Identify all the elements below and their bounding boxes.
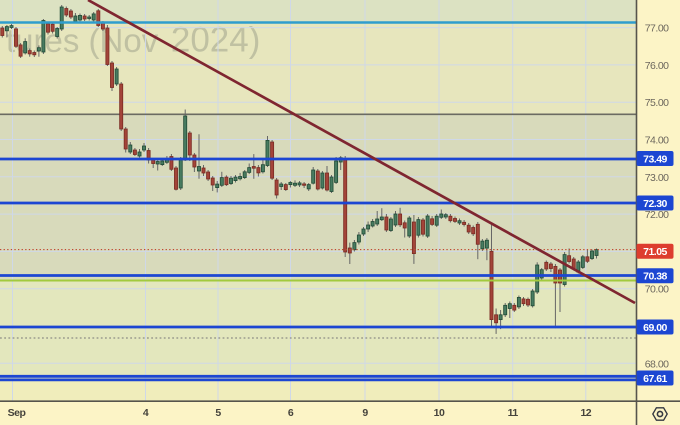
svg-text:68.00: 68.00 xyxy=(645,358,669,370)
svg-text:9: 9 xyxy=(362,407,368,419)
svg-text:70.00: 70.00 xyxy=(645,284,669,296)
svg-text:10: 10 xyxy=(434,407,445,419)
svg-text:70.38: 70.38 xyxy=(643,271,667,283)
svg-text:69.00: 69.00 xyxy=(643,322,667,334)
svg-text:71.05: 71.05 xyxy=(643,246,667,258)
svg-text:77.00: 77.00 xyxy=(645,23,669,35)
svg-text:67.61: 67.61 xyxy=(643,373,667,385)
svg-text:75.00: 75.00 xyxy=(645,97,669,109)
svg-text:12: 12 xyxy=(580,407,591,419)
svg-text:11: 11 xyxy=(508,407,519,419)
svg-text:73.00: 73.00 xyxy=(645,172,669,184)
svg-text:72.30: 72.30 xyxy=(643,198,667,210)
svg-text:73.49: 73.49 xyxy=(643,153,667,165)
svg-text:6: 6 xyxy=(288,407,294,419)
svg-text:Sep: Sep xyxy=(8,407,26,419)
svg-text:72.00: 72.00 xyxy=(645,209,669,221)
svg-text:5: 5 xyxy=(215,407,221,419)
svg-text:76.00: 76.00 xyxy=(645,60,669,72)
svg-text:4: 4 xyxy=(143,407,149,419)
svg-text:74.00: 74.00 xyxy=(645,135,669,147)
